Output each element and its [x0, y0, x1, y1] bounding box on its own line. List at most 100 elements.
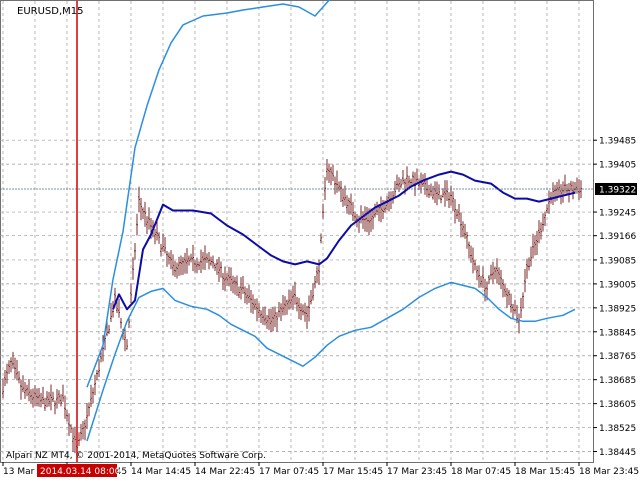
price-bar	[262, 306, 264, 325]
price-bar	[230, 267, 232, 292]
price-bar	[572, 181, 574, 200]
price-bar	[272, 306, 274, 332]
price-bar	[428, 184, 430, 198]
price-bar	[232, 275, 234, 294]
price-bar	[288, 289, 290, 310]
price-bar	[362, 211, 364, 229]
price-bar	[534, 235, 536, 256]
price-bar	[484, 278, 486, 302]
x-tick-label: 14 Mar 14:45	[131, 467, 191, 477]
price-bar	[412, 171, 414, 186]
price-bar	[136, 213, 138, 236]
price-bar	[242, 275, 244, 294]
price-bar	[36, 388, 38, 407]
price-bar	[416, 168, 418, 185]
price-bar	[238, 286, 240, 299]
price-bar	[200, 249, 202, 273]
price-bar	[458, 203, 460, 222]
price-bar	[148, 207, 150, 230]
price-bar	[562, 181, 564, 203]
price-bar	[500, 269, 502, 290]
price-bar	[94, 374, 96, 396]
price-bar	[138, 186, 140, 212]
price-bar	[194, 260, 196, 273]
price-bar	[198, 261, 200, 271]
price-bar	[548, 190, 550, 214]
y-tick-label: 1.39085	[599, 256, 636, 266]
price-bar	[160, 243, 162, 257]
y-tick-label: 1.39405	[599, 161, 636, 171]
price-bar	[334, 176, 336, 195]
price-bar	[526, 258, 528, 279]
price-bar	[240, 277, 242, 300]
price-bar	[308, 295, 310, 322]
price-bar	[536, 230, 538, 256]
y-tick-label: 1.38525	[599, 424, 636, 434]
price-bar	[442, 188, 444, 198]
price-bar	[214, 263, 216, 271]
price-bar	[492, 261, 494, 284]
price-bar	[82, 421, 84, 440]
y-axis: 1.38445 1.38525 1.38605 1.38685 1.38765 1.388…	[593, 137, 637, 458]
svg-text:2014.03.14 08:00: 2014.03.14 08:00	[40, 467, 121, 477]
price-bar	[186, 248, 188, 274]
price-bar	[488, 275, 490, 285]
price-bar	[514, 299, 516, 314]
price-bar	[564, 174, 566, 194]
price-bar	[286, 299, 288, 315]
price-bar	[426, 178, 428, 198]
price-bar	[280, 303, 282, 321]
price-bar	[132, 257, 134, 280]
price-bar	[274, 306, 276, 328]
price-bar	[164, 237, 166, 254]
price-bar	[58, 390, 60, 404]
price-bar	[464, 223, 466, 239]
price-bar	[12, 351, 14, 369]
price-bar	[42, 386, 44, 405]
price-bar	[124, 328, 126, 352]
price-bar	[434, 181, 436, 203]
price-bar	[38, 388, 40, 407]
price-bar	[296, 296, 298, 312]
price-bar	[398, 177, 400, 192]
price-bar	[498, 267, 500, 286]
price-bar	[462, 221, 464, 238]
price-bar	[544, 211, 546, 226]
y-tick-label: 1.38845	[599, 328, 636, 338]
price-bar	[60, 394, 62, 407]
price-bar	[46, 391, 48, 408]
price-bar	[424, 173, 426, 195]
price-bar	[578, 179, 580, 201]
price-bar	[62, 384, 64, 402]
price-bar	[444, 180, 446, 207]
price-bar	[258, 303, 260, 319]
price-bar	[474, 259, 476, 271]
price-bar	[346, 195, 348, 214]
price-bar	[532, 233, 534, 259]
price-bar	[332, 164, 334, 182]
price-bar	[210, 256, 212, 266]
price-bar	[52, 391, 54, 402]
price-bar	[18, 371, 20, 384]
price-bar	[204, 245, 206, 271]
price-bar	[506, 288, 508, 309]
price-bar	[496, 258, 498, 284]
price-bar	[158, 232, 160, 244]
price-bar	[176, 262, 178, 279]
price-bar	[154, 228, 156, 245]
price-bar	[452, 191, 454, 212]
price-bar	[192, 244, 194, 272]
price-bar	[244, 286, 246, 304]
price-bar	[400, 178, 402, 189]
price-bar	[460, 212, 462, 238]
price-bar	[88, 402, 90, 417]
price-bar	[26, 384, 28, 397]
price-bar	[528, 257, 530, 271]
price-bar	[220, 261, 222, 278]
chart-title: EURUSD,M15	[17, 6, 83, 17]
price-bar	[448, 192, 450, 209]
price-bar	[256, 298, 258, 322]
